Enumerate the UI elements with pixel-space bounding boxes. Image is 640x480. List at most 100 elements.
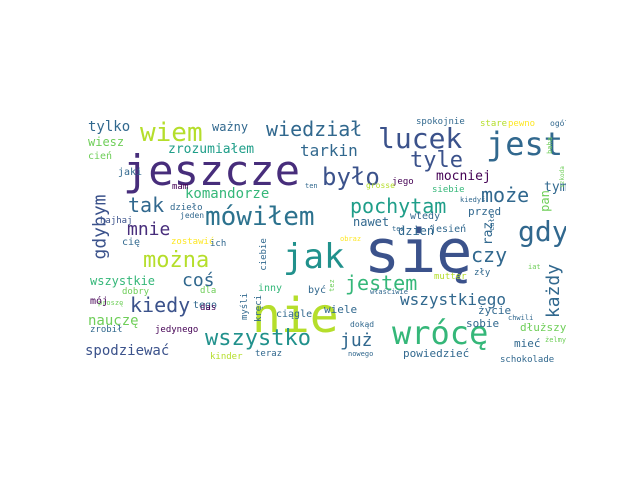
cloud-word: każdy [543, 263, 565, 319]
cloud-word: kręci [254, 294, 265, 323]
cloud-word: baha [545, 137, 554, 154]
cloud-word: ciebie [258, 238, 269, 271]
cloud-word: już [340, 330, 373, 351]
cloud-word: mój [90, 296, 109, 307]
cloud-word: tyle [410, 148, 463, 173]
cloud-word: ważny [212, 120, 249, 134]
cloud-word: grosse [366, 181, 395, 190]
cloud-word: pan [537, 190, 552, 212]
cloud-word: mówiłem [205, 202, 315, 232]
cloud-word: mocniej [436, 169, 491, 184]
cloud-word: ten [305, 182, 318, 190]
cloud-word: mam [172, 182, 189, 192]
cloud-word: wszystko [205, 326, 311, 351]
cloud-word: dzieło [170, 203, 203, 213]
cloud-word: gdy [518, 215, 566, 248]
cloud-word: szkoda [558, 166, 566, 188]
cloud-word: można [143, 248, 210, 273]
cloud-word: siebie [432, 185, 465, 195]
cloud-word: ich [210, 239, 227, 249]
cloud-word: cię [122, 237, 141, 248]
cloud-word: jest [486, 125, 564, 163]
word-cloud: się nie jeszcze wrócę jest jak mówiłem lucek gdy… [74, 115, 566, 364]
cloud-word: jedynego [155, 325, 199, 335]
cloud-word: coś [182, 270, 215, 291]
cloud-word: tak [128, 193, 165, 217]
cloud-word: tego [193, 300, 218, 311]
cloud-word: być [308, 285, 327, 296]
cloud-word: dobry [122, 287, 150, 297]
cloud-word: spokojnie [416, 117, 465, 127]
cloud-word: dokąd [350, 320, 375, 329]
cloud-word: tez [327, 279, 336, 292]
cloud-word: wrócę [392, 314, 489, 352]
cloud-word: może [481, 183, 530, 207]
cloud-word: dla [200, 286, 217, 296]
cloud-word: jesień [430, 224, 467, 235]
cloud-word: schokolade [500, 355, 555, 364]
cloud-word: ogóle [550, 119, 566, 128]
cloud-word: cień [88, 151, 113, 162]
cloud-word: zrobił [90, 325, 123, 335]
cloud-word: przed [468, 205, 502, 218]
cloud-word: całe [487, 214, 496, 231]
cloud-word: kiedyś [460, 196, 486, 204]
cloud-word: gdybym [89, 194, 111, 260]
cloud-word: nie [252, 288, 339, 344]
cloud-word: das [200, 303, 217, 313]
cloud-word: chwili [508, 314, 534, 322]
cloud-word: kinder [210, 352, 243, 362]
cloud-word: komandorze [185, 186, 270, 202]
cloud-word: wtedy [410, 211, 441, 222]
cloud-word: wszystkie [90, 274, 156, 288]
cloud-word: jestem [345, 271, 418, 295]
cloud-word: powiedzieć [403, 347, 470, 360]
cloud-word: jego [392, 177, 414, 187]
cloud-word: żelmy [545, 336, 566, 344]
cloud-word: iat [528, 263, 541, 271]
cloud-word: nawet [353, 215, 390, 229]
cloud-word: tarkin [300, 141, 358, 160]
cloud-word: wiedział [266, 117, 363, 141]
cloud-word: wiele [324, 303, 358, 316]
cloud-word: właściwie [370, 288, 408, 296]
cloud-word: teraz [255, 349, 283, 359]
cloud-word: mutter [434, 272, 467, 282]
cloud-word: obraz [340, 235, 362, 243]
cloud-word: pewno [508, 119, 536, 129]
cloud-word: tym [544, 180, 566, 195]
cloud-word: wiesz [88, 135, 125, 149]
cloud-word: sobie [466, 317, 500, 330]
cloud-word: lucek [378, 122, 463, 155]
cloud-word: kiedy [130, 293, 191, 317]
cloud-word: było [322, 163, 380, 191]
cloud-word: dłuższy [520, 321, 566, 334]
cloud-word: myśli [240, 292, 251, 321]
cloud-word: życie [478, 304, 512, 317]
cloud-word: hajhaj [100, 216, 133, 226]
cloud-word: wiem [140, 118, 203, 148]
cloud-word: stare [480, 119, 508, 129]
cloud-word: mieć [514, 337, 541, 350]
cloud-word: pochytam [350, 194, 447, 218]
cloud-word: jeszcze [123, 146, 301, 195]
cloud-word: mnie [127, 219, 171, 240]
cloud-word: spodziewać [85, 343, 170, 359]
cloud-word: jeden [180, 211, 205, 220]
cloud-word: zły [474, 268, 491, 278]
cloud-word: wszystkiego [400, 290, 506, 309]
cloud-word: nowego [348, 350, 374, 358]
cloud-word: też [392, 225, 405, 233]
cloud-word: jak [283, 237, 345, 277]
cloud-word: zostawić [171, 237, 215, 247]
cloud-word: zrozumiałem [168, 142, 255, 157]
cloud-word: tylko [88, 119, 131, 135]
cloud-word: proszę [98, 299, 124, 307]
cloud-word: czy [471, 243, 508, 267]
cloud-word: ciągle [276, 309, 313, 320]
cloud-word: nauczę [88, 313, 139, 329]
cloud-word: się [364, 217, 473, 287]
cloud-word: inny [258, 283, 283, 294]
cloud-word: dzień [398, 224, 435, 238]
cloud-word: jaki [118, 167, 143, 178]
